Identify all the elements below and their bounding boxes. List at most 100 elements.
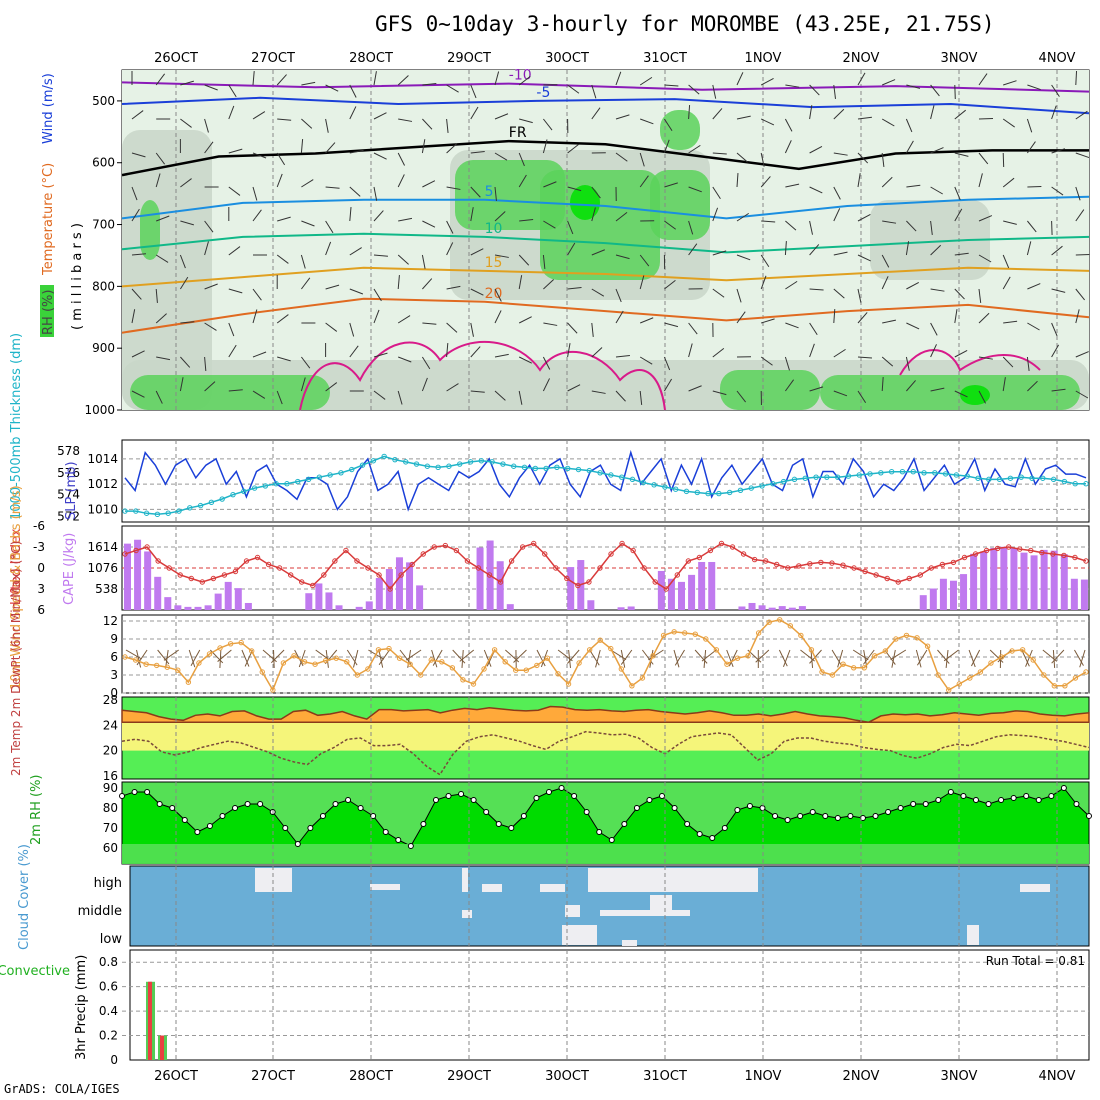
rh-point xyxy=(319,813,326,819)
wind-barb xyxy=(761,318,775,324)
10m-wind-barb xyxy=(353,649,359,668)
rh-point xyxy=(596,829,603,835)
millibars-ylabel: ( m i l l i b a r s ) xyxy=(70,223,85,330)
wind-barb xyxy=(470,106,479,120)
wind-barb xyxy=(881,276,889,290)
rh-point xyxy=(759,805,766,811)
lifted-index-point xyxy=(542,551,548,557)
wind-barb xyxy=(809,386,824,392)
wind-barb xyxy=(784,118,793,132)
wind-barb xyxy=(978,390,987,404)
10m-wind-barb xyxy=(568,649,571,668)
wind-barb xyxy=(591,288,605,297)
lifted-index-point xyxy=(155,558,161,564)
wind-barb xyxy=(736,212,750,222)
lifted-index-point xyxy=(553,565,559,571)
wind-barb xyxy=(470,248,484,256)
wind-barb xyxy=(543,181,557,188)
10m-wind-point xyxy=(470,681,477,687)
rh-point xyxy=(721,825,728,831)
wind-barb xyxy=(155,390,163,404)
wind-barb xyxy=(494,310,502,324)
rh-point xyxy=(834,815,841,821)
wind-barb xyxy=(276,173,283,188)
wind-ylabel: Wind (m/s) xyxy=(41,73,56,144)
wind-barb xyxy=(954,208,963,222)
10m-wind-point xyxy=(924,643,931,649)
temperature-contour xyxy=(121,139,1089,177)
wind-barb xyxy=(906,220,917,232)
wind-barb xyxy=(930,220,933,235)
precip-ylabel: 3hr Precip (mm) xyxy=(74,955,89,1060)
temperature-contour xyxy=(121,195,1090,220)
rh-point xyxy=(746,803,753,809)
rh-point xyxy=(960,793,967,799)
wind-barb xyxy=(760,176,771,188)
wind-barb xyxy=(833,308,836,324)
wind-barb xyxy=(204,283,218,290)
10m-wind-point xyxy=(249,648,255,654)
wind-barb xyxy=(131,350,145,358)
wind-barb xyxy=(470,151,485,154)
10m-wind-point xyxy=(882,648,889,654)
wind-barb xyxy=(809,322,818,336)
rh-point xyxy=(420,821,427,827)
top-date-label: 26OCT xyxy=(154,51,198,66)
wind-barb xyxy=(736,72,744,86)
thickness-line xyxy=(125,455,1086,516)
wind-barb xyxy=(615,355,630,358)
rh-point xyxy=(219,813,226,819)
wind-barb xyxy=(325,220,334,234)
10m-wind-point xyxy=(798,632,804,639)
tick-label: 1614 xyxy=(87,540,118,554)
cape-bar xyxy=(929,588,937,610)
rh-point xyxy=(407,843,414,849)
10m-wind-barb xyxy=(378,649,384,668)
wind-barb xyxy=(833,288,845,299)
10m-wind-barb xyxy=(1052,649,1056,668)
rh-point xyxy=(847,813,854,819)
wind-barb xyxy=(639,356,653,365)
precip-panel: 0 0.2 0.4 0.6 0.8 Run Total = 0.81 3hr Preci… xyxy=(0,949,1090,1067)
2m-temp-panel: 16 20 24 28 2m Temp 2m DewPt (6hr Min/Max) … xyxy=(9,541,1090,783)
wind-barb xyxy=(421,139,426,154)
rh-region xyxy=(140,200,160,260)
tick-label: 538 xyxy=(95,582,118,596)
rh-point xyxy=(822,813,829,819)
rh-point xyxy=(809,809,816,815)
wind-barb xyxy=(591,107,601,120)
top-date-axis: 26OCT 27OCT 28OCT 29OCT 30OCT 31OCT 1NOV 2NOV 3N… xyxy=(154,51,1075,66)
rh-point xyxy=(332,801,339,807)
10m-wind-point xyxy=(502,659,508,665)
cloud-patch xyxy=(600,910,690,916)
10m-wind-point xyxy=(586,647,593,653)
wind-barb xyxy=(954,349,968,358)
cloud-patch xyxy=(622,940,637,946)
lifted-index-point xyxy=(332,558,338,564)
10m-wind-point xyxy=(1030,657,1036,663)
thickness-frame xyxy=(121,439,1090,523)
cape-bar xyxy=(980,551,988,610)
wind-barb xyxy=(978,73,988,86)
10m-wind-barb xyxy=(315,649,331,661)
wind-barb xyxy=(930,186,943,195)
cape-bar xyxy=(144,551,152,610)
10m-wind-barb xyxy=(540,649,549,668)
rh-point xyxy=(998,797,1005,803)
10m-wind-panel: 0 3 6 9 12 10m Wind Speed & Barbs (m/s) xyxy=(9,485,1090,700)
10m-wind-barb xyxy=(891,649,896,668)
chart-title: GFS 0~10day 3-hourly for MOROMBE (43.25E… xyxy=(375,12,995,36)
10m-wind-point xyxy=(703,636,709,642)
rh-point xyxy=(1035,797,1042,803)
wind-barb xyxy=(930,288,945,292)
wind-barb xyxy=(809,145,823,154)
wind-barb xyxy=(736,288,742,303)
rh-region xyxy=(820,375,1080,410)
tick-label: 576 xyxy=(57,466,80,480)
rh-point xyxy=(1048,793,1055,799)
wind-barb xyxy=(1075,309,1080,324)
10m-wind-barb xyxy=(890,649,907,660)
wind-barb xyxy=(204,381,216,392)
10m-wind-barb xyxy=(566,649,580,664)
tick-label: 3 xyxy=(37,582,45,596)
